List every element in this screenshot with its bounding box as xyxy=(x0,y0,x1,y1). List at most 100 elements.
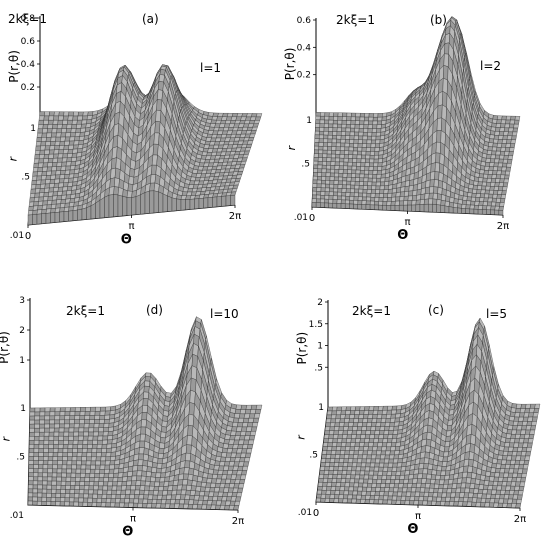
mesh-cell xyxy=(73,427,80,433)
mesh-cell xyxy=(89,477,95,482)
mesh-skirt xyxy=(230,194,236,206)
mesh-cell xyxy=(507,155,514,160)
mesh-cell xyxy=(366,135,372,141)
mesh-cell xyxy=(350,474,356,480)
mesh-cell xyxy=(326,450,332,455)
mesh-cell xyxy=(513,123,519,129)
mesh-cell xyxy=(362,135,368,141)
mesh-cell xyxy=(47,464,53,469)
mesh-cell xyxy=(367,132,373,137)
theta-tick-label: 0 xyxy=(25,231,31,242)
mesh-cell xyxy=(336,406,342,411)
mesh-cell xyxy=(386,471,393,476)
mesh-cell xyxy=(79,419,85,424)
mesh-skirt xyxy=(332,203,338,209)
mesh-cell xyxy=(470,200,476,206)
mesh-cell xyxy=(113,472,119,478)
mesh-cell xyxy=(416,194,422,201)
mesh-cell xyxy=(62,182,69,188)
mesh-cell xyxy=(351,173,356,178)
mesh-cell xyxy=(390,413,397,419)
mesh-cell xyxy=(331,482,337,487)
mesh-cell xyxy=(107,430,114,437)
mesh-cell xyxy=(381,446,387,452)
mesh-cell xyxy=(371,128,377,133)
mesh-cell xyxy=(239,479,246,484)
mesh-cell xyxy=(399,475,405,480)
mesh-cell xyxy=(68,140,75,146)
mesh-cell xyxy=(360,430,367,435)
mesh-cell xyxy=(38,456,44,461)
mesh-cell xyxy=(129,494,135,499)
mesh-cell xyxy=(334,422,340,427)
mesh-cell xyxy=(135,485,141,491)
mesh-cell xyxy=(488,476,495,482)
mesh-cell xyxy=(103,427,109,433)
mesh-cell xyxy=(123,502,130,508)
mesh-cell xyxy=(375,132,381,137)
mesh-cell xyxy=(370,139,376,144)
mesh-cell xyxy=(81,119,88,125)
r-tick-label: 1 xyxy=(318,403,324,413)
mesh-cell xyxy=(62,460,68,466)
l-label: l=1 xyxy=(200,61,221,75)
mesh-cell xyxy=(37,167,43,172)
mesh-cell xyxy=(171,489,178,496)
mesh-cell xyxy=(32,209,38,215)
mesh-cell xyxy=(144,480,151,487)
mesh-cell xyxy=(64,419,70,425)
mesh-cell xyxy=(42,196,49,202)
mesh-cell xyxy=(357,143,363,148)
mesh-cell xyxy=(69,407,76,412)
mesh-cell xyxy=(362,450,369,455)
mesh-cell xyxy=(435,152,441,164)
l-label: l=2 xyxy=(480,59,501,73)
mesh-cell xyxy=(387,434,394,439)
mesh-cell xyxy=(337,184,343,189)
mesh-cell xyxy=(140,480,146,486)
mesh-cell xyxy=(353,135,359,140)
mesh-cell xyxy=(359,120,365,125)
mesh-cell xyxy=(409,173,415,181)
mesh-cell xyxy=(46,204,52,210)
mesh-skirt xyxy=(95,199,101,219)
mesh-cell xyxy=(332,127,338,132)
mesh-cell xyxy=(41,208,47,214)
mesh-skirt xyxy=(225,195,231,207)
mesh-cell xyxy=(49,419,55,425)
mesh-cell xyxy=(366,487,372,492)
mesh-cell xyxy=(404,185,410,192)
mesh-cell xyxy=(70,128,77,133)
mesh-cell xyxy=(368,410,374,415)
mesh-cell xyxy=(499,202,505,207)
mesh-cell xyxy=(93,481,99,487)
mesh-cell xyxy=(58,444,64,449)
mesh-cell xyxy=(38,436,45,441)
mesh-cell xyxy=(350,470,357,476)
mesh-cell xyxy=(86,452,92,457)
mesh-cell xyxy=(379,458,385,464)
mesh-cell xyxy=(133,494,140,500)
mesh-cell xyxy=(364,466,371,472)
mesh-cell xyxy=(101,494,108,499)
mesh-cell xyxy=(318,146,324,151)
mesh-cell xyxy=(349,139,355,144)
mesh-cell xyxy=(71,456,78,461)
mesh-cell xyxy=(345,406,352,411)
mesh-cell xyxy=(39,188,45,194)
mesh-cell xyxy=(312,179,318,184)
mesh-cell xyxy=(353,200,359,205)
mesh-cell xyxy=(68,173,75,179)
mesh-cell xyxy=(144,485,150,491)
mesh-cell xyxy=(341,188,347,193)
mesh-cell xyxy=(462,195,468,201)
mesh-cell xyxy=(104,410,111,416)
mesh-cell xyxy=(29,423,35,429)
mesh-cell xyxy=(68,440,74,445)
mesh-cell xyxy=(398,483,404,489)
mesh-cell xyxy=(46,484,52,490)
mesh-skirt xyxy=(126,197,132,216)
mesh-cell xyxy=(397,453,404,459)
mesh-cell xyxy=(376,414,383,419)
mesh-cell xyxy=(54,145,60,150)
